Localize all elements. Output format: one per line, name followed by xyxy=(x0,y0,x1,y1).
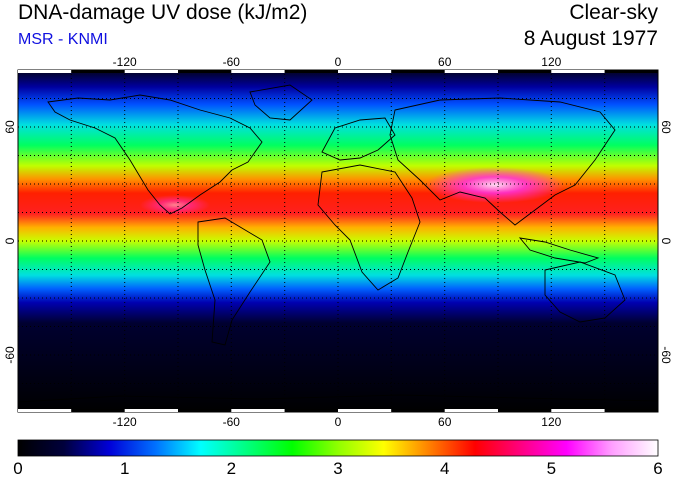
lat-tick-right: 0 xyxy=(659,238,673,245)
antarctica-outline xyxy=(18,394,658,403)
africa-outline xyxy=(317,164,421,291)
sky-condition-label: Clear-sky xyxy=(569,1,658,24)
date-label: 8 August 1977 xyxy=(523,27,658,50)
lat-tick-left: 60 xyxy=(3,120,17,134)
graticule xyxy=(18,70,658,412)
lon-tick-top: -120 xyxy=(113,55,137,69)
asia-outline xyxy=(389,97,616,226)
lat-tick-left: -60 xyxy=(3,346,17,364)
lon-tick-bottom: 60 xyxy=(438,415,452,429)
map-title: DNA-damage UV dose (kJ/m2) xyxy=(18,1,308,24)
lon-tick-bottom: -120 xyxy=(113,415,137,429)
lon-tick-top: 120 xyxy=(541,55,561,69)
colorbar-label: 3 xyxy=(333,459,342,478)
colorbar-label: 1 xyxy=(120,459,129,478)
tibet-high-dose-area xyxy=(425,167,565,203)
lon-tick-bottom: 0 xyxy=(335,415,342,429)
map-border-top xyxy=(18,70,658,73)
north-america-outline xyxy=(47,94,263,215)
colorbar-label: 2 xyxy=(227,459,236,478)
greenland-outline xyxy=(249,84,313,121)
colorbar-label: 6 xyxy=(653,459,662,478)
lon-tick-top: 0 xyxy=(335,55,342,69)
lat-tick-left: 0 xyxy=(3,237,17,244)
map-border-bottom xyxy=(18,409,658,412)
colorbar xyxy=(17,439,659,457)
uv-dose-field xyxy=(18,70,658,412)
south-america-outline xyxy=(197,217,271,346)
lon-tick-top: -60 xyxy=(223,55,241,69)
coastlines xyxy=(18,84,658,403)
credit-label: MSR - KNMI xyxy=(18,31,108,48)
colorbar-label: 4 xyxy=(440,459,449,478)
europe-outline xyxy=(321,117,396,161)
lat-tick-right: -60 xyxy=(659,346,673,364)
lon-tick-top: 60 xyxy=(438,55,452,69)
lon-tick-bottom: -60 xyxy=(223,415,241,429)
colorbar-label: 0 xyxy=(13,459,22,478)
lat-tick-right: 60 xyxy=(659,120,673,134)
indonesia-outline xyxy=(518,237,600,264)
colorbar-label: 5 xyxy=(547,459,556,478)
lon-tick-bottom: 120 xyxy=(541,415,561,429)
